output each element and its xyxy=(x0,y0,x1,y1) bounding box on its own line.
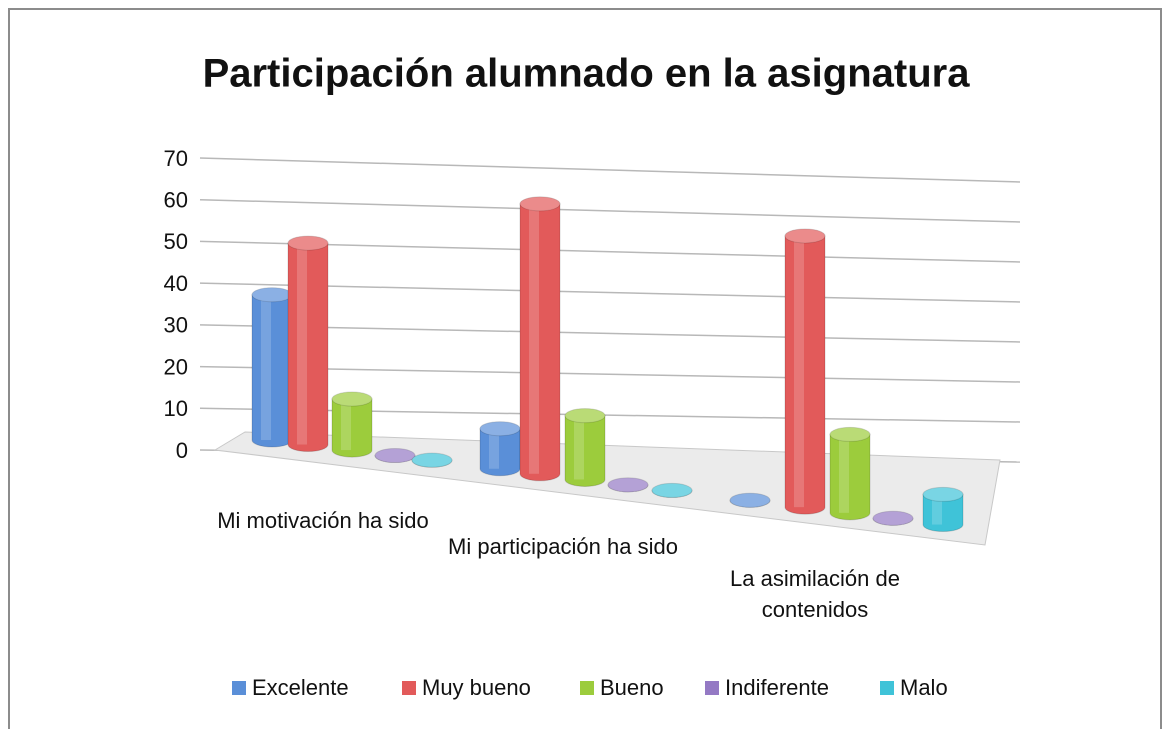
bar-shine xyxy=(794,235,804,508)
bar-top xyxy=(651,482,693,498)
bar-top-light xyxy=(785,228,825,243)
chart-title: Participación alumnado en la asignatura xyxy=(203,52,971,96)
grid-line xyxy=(199,240,1021,263)
bar-top xyxy=(729,492,771,508)
bar-top-light xyxy=(730,493,770,508)
x-tick-label: Mi participación ha sido xyxy=(448,534,678,559)
bar-top xyxy=(519,196,561,212)
bar-shine xyxy=(341,399,351,451)
bar xyxy=(922,493,964,533)
bar-top-light xyxy=(923,487,963,502)
bar-top-light xyxy=(332,392,372,407)
bar-top xyxy=(564,408,606,424)
bar-top-light xyxy=(608,477,648,492)
legend-label: Bueno xyxy=(600,675,664,700)
bar-top xyxy=(922,486,964,502)
bar-top-light xyxy=(565,408,605,423)
legend-swatch xyxy=(402,681,416,695)
grid-line xyxy=(199,365,1021,383)
bar-top xyxy=(784,228,826,244)
x-tick-label: Mi motivación ha sido xyxy=(217,508,429,533)
grid-line xyxy=(199,157,1021,183)
bar-top xyxy=(872,510,914,526)
y-tick-label: 60 xyxy=(164,188,188,213)
y-tick-label: 0 xyxy=(176,438,188,463)
bar xyxy=(784,235,826,515)
bar xyxy=(564,415,606,487)
bar xyxy=(519,203,561,482)
bar-top xyxy=(607,477,649,493)
bar-shine xyxy=(529,203,539,474)
legend-label: Malo xyxy=(900,675,948,700)
y-tick-label: 10 xyxy=(164,396,188,421)
y-tick-label: 30 xyxy=(164,313,188,338)
grid-line xyxy=(199,324,1021,343)
legend-label: Excelente xyxy=(252,675,349,700)
y-tick-label: 70 xyxy=(164,146,188,171)
legend-label: Muy bueno xyxy=(422,675,531,700)
bar-top-light xyxy=(873,511,913,526)
bar xyxy=(331,398,373,458)
bar-top-light xyxy=(412,453,452,468)
bar-top-light xyxy=(288,236,328,251)
bar-top-light xyxy=(652,483,692,498)
chart-frame xyxy=(8,8,1162,729)
bar-shine xyxy=(297,243,307,445)
grid-line xyxy=(199,198,1021,223)
legend-swatch xyxy=(580,681,594,695)
bar-top-light xyxy=(375,448,415,463)
bar-shine xyxy=(839,434,849,513)
bar xyxy=(479,428,521,477)
legend-swatch xyxy=(880,681,894,695)
bar-top xyxy=(829,426,871,442)
grid-line xyxy=(199,282,1021,303)
bar-top-light xyxy=(252,287,292,302)
legend-swatch xyxy=(705,681,719,695)
bar-top xyxy=(411,452,453,468)
bar-shine xyxy=(489,428,499,469)
bar-top-light xyxy=(480,421,520,436)
y-tick-label: 50 xyxy=(164,229,188,254)
y-tick-label: 40 xyxy=(164,271,188,296)
bar-top xyxy=(287,235,329,251)
y-tick-label: 20 xyxy=(164,354,188,379)
bar-shine xyxy=(574,415,584,480)
bar-top xyxy=(331,391,373,407)
bar-top xyxy=(374,447,416,463)
x-tick-label: La asimilación de contenidos xyxy=(730,566,900,622)
legend-swatch xyxy=(232,681,246,695)
bar-shine xyxy=(261,294,271,440)
bar-shine xyxy=(932,494,942,525)
legend-label: Indiferente xyxy=(725,675,829,700)
bar-top-light xyxy=(520,196,560,211)
bar xyxy=(251,294,293,448)
bar xyxy=(829,433,871,521)
bar xyxy=(287,242,329,453)
bar-top-light xyxy=(830,427,870,442)
